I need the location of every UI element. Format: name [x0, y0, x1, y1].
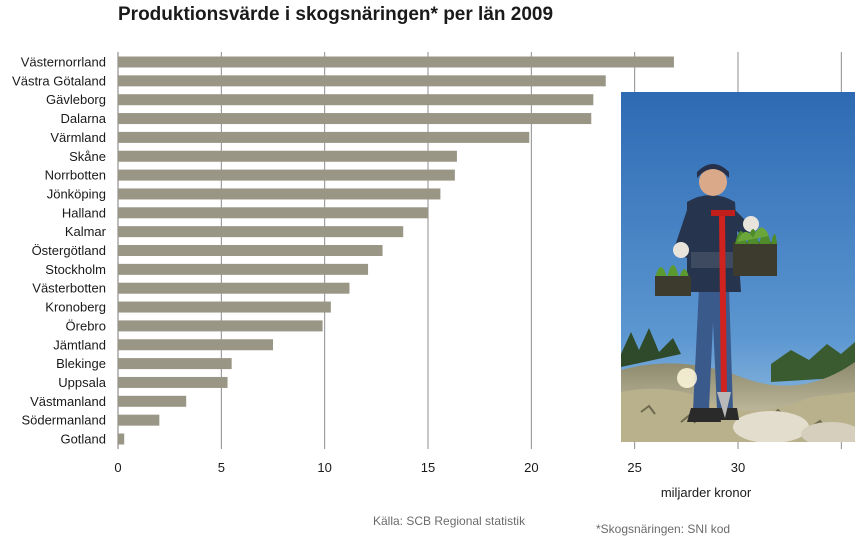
footnote: *Skogsnäringen: SNI kod: [596, 522, 731, 536]
x-tick-label: 25: [627, 460, 641, 475]
category-label: Stockholm: [45, 262, 106, 277]
bar: [118, 301, 331, 313]
category-label: Västmanland: [30, 394, 106, 409]
chart-title: Produktionsvärde i skogsnäringen* per lä…: [118, 4, 554, 25]
bar: [118, 414, 160, 426]
category-label: Värmland: [50, 130, 106, 145]
bar: [118, 433, 125, 445]
category-label: Halland: [62, 205, 106, 220]
category-label: Västra Götaland: [12, 73, 106, 88]
category-label: Östergötland: [32, 243, 106, 258]
forestry-worker-photo: [621, 92, 855, 442]
bar: [118, 169, 455, 181]
source-note: Källa: SCB Regional statistik: [373, 514, 526, 528]
x-tick-label: 0: [114, 460, 121, 475]
bar: [118, 320, 323, 332]
x-tick-label: 30: [731, 460, 745, 475]
bar: [118, 150, 457, 162]
category-labels: Västernorrland Västra Götaland Gävleborg Da…: [12, 55, 107, 447]
bar: [118, 282, 350, 294]
category-label: Kalmar: [65, 224, 107, 239]
category-label: Västerbotten: [32, 281, 106, 296]
category-label: Skåne: [69, 149, 106, 164]
bar: [118, 56, 674, 68]
bar: [118, 245, 383, 256]
category-label: Gotland: [60, 432, 106, 447]
category-label: Örebro: [66, 318, 106, 333]
x-tick-label: 10: [317, 460, 331, 475]
category-label: Norrbotten: [45, 168, 106, 183]
x-tick-labels: 0 5 10 15 20 25 30: [114, 460, 745, 475]
category-label: Dalarna: [60, 111, 106, 126]
bar: [118, 188, 441, 200]
bar: [118, 131, 530, 143]
bar: [118, 376, 228, 388]
bar: [118, 226, 404, 238]
x-tick-label: 15: [421, 460, 435, 475]
bar: [118, 395, 187, 407]
category-label: Södermanland: [21, 413, 106, 428]
category-label: Blekinge: [56, 356, 106, 371]
forestry-worker-planting-seedlings-photo: [621, 92, 855, 442]
bar: [118, 358, 232, 370]
category-label: Västernorrland: [21, 55, 106, 70]
bar: [118, 94, 594, 106]
bar: [118, 113, 592, 125]
category-label: Kronoberg: [45, 300, 106, 315]
category-label: Jämtland: [53, 337, 106, 352]
category-label: Jönköping: [47, 186, 106, 201]
x-axis-label: miljarder kronor: [661, 485, 752, 500]
category-label: Gävleborg: [46, 92, 106, 107]
category-label: Uppsala: [58, 375, 106, 390]
x-tick-label: 20: [524, 460, 538, 475]
bar: [118, 207, 428, 219]
bar: [118, 75, 606, 87]
bar: [118, 263, 369, 275]
x-tick-label: 5: [218, 460, 225, 475]
bar: [118, 339, 273, 351]
bars: [118, 56, 674, 445]
